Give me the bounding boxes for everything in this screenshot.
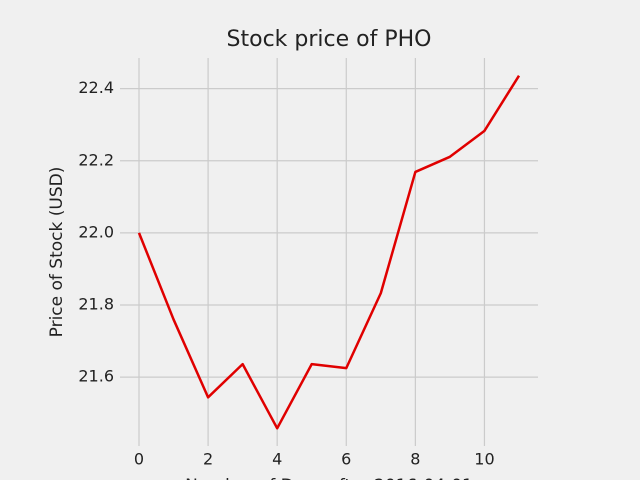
x-tick-label: 6 bbox=[341, 450, 351, 469]
y-tick-label: 22.0 bbox=[78, 222, 114, 241]
x-tick-label: 8 bbox=[410, 450, 420, 469]
chart-title: Stock price of PHO bbox=[227, 27, 432, 52]
x-axis-label: Number of Days after 2016-04-01 bbox=[185, 476, 473, 480]
x-tick-label: 4 bbox=[272, 450, 282, 469]
y-tick-label: 21.6 bbox=[78, 367, 114, 386]
y-tick-label: 21.8 bbox=[78, 295, 114, 314]
line-series bbox=[137, 75, 521, 430]
x-tick-label: 2 bbox=[203, 450, 213, 469]
y-axis-label: Price of Stock (USD) bbox=[47, 167, 67, 338]
y-tick-label: 22.2 bbox=[78, 150, 114, 169]
x-tick-label: 0 bbox=[134, 450, 144, 469]
y-tick-label: 22.4 bbox=[78, 78, 114, 97]
x-tick-label: 10 bbox=[474, 450, 494, 469]
